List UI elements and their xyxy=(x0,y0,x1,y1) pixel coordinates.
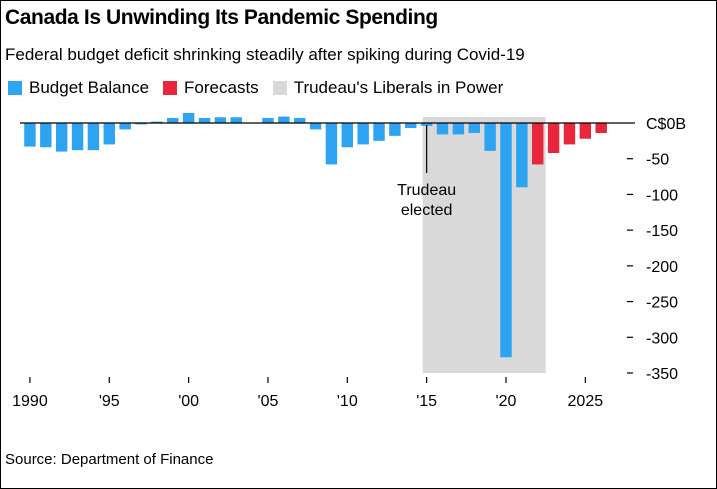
bar-1995 xyxy=(103,123,115,145)
x-tick-label-'05: '05 xyxy=(258,393,279,410)
bar-1993 xyxy=(71,123,84,151)
bar-1990 xyxy=(24,123,36,147)
bar-2015 xyxy=(420,123,433,126)
bar-2000 xyxy=(182,113,195,123)
legend-label-liberals-in-power: Trudeau's Liberals in Power xyxy=(293,78,504,97)
legend-label-budget-balance: Budget Balance xyxy=(29,78,150,97)
bar-1994 xyxy=(87,123,100,151)
bar-1997 xyxy=(135,123,147,125)
bar-2010 xyxy=(341,123,354,148)
y-tick-label--200: -200 xyxy=(646,259,678,276)
y-tick-label--300: -300 xyxy=(646,330,678,347)
bar-1998 xyxy=(151,121,163,123)
bar-2011 xyxy=(357,123,369,145)
bar-2020 xyxy=(500,123,512,358)
x-tick-label-'10: '10 xyxy=(337,393,358,410)
y-tick-label--250: -250 xyxy=(646,295,678,312)
bar-2023 xyxy=(547,123,560,153)
x-tick-label-'20: '20 xyxy=(496,393,517,410)
x-tick-label-1990: 1990 xyxy=(12,393,48,410)
y-tick-label--100: -100 xyxy=(646,187,678,204)
bar-2021 xyxy=(516,123,528,188)
bar-2007 xyxy=(293,118,306,123)
bar-1996 xyxy=(119,123,131,130)
bar-2005 xyxy=(262,118,274,123)
y-tick-label--50: -50 xyxy=(646,152,669,169)
bar-2025 xyxy=(579,123,592,139)
bar-2003 xyxy=(230,117,242,123)
y-tick-label--350: -350 xyxy=(646,366,678,383)
bar-2017 xyxy=(452,123,465,135)
legend-item-forecasts: Forecasts xyxy=(163,78,259,98)
annotation-text-0: Trudeau xyxy=(397,182,456,199)
legend-swatch-forecasts xyxy=(163,81,178,95)
x-tick-label-'15: '15 xyxy=(416,393,437,410)
bar-1991 xyxy=(40,123,52,148)
bar-2026 xyxy=(595,123,607,133)
legend-item-liberals-in-power: Trudeau's Liberals in Power xyxy=(272,78,504,98)
bar-2008 xyxy=(309,123,322,130)
bar-2016 xyxy=(436,123,449,135)
x-tick-label-'00: '00 xyxy=(178,393,199,410)
bar-2024 xyxy=(563,123,576,145)
annotation-text-1: elected xyxy=(401,202,453,219)
y-tick-label-C$0B: C$0B xyxy=(646,116,686,133)
legend: Budget Balance Forecasts Trudeau's Liber… xyxy=(8,78,517,98)
bar-2009 xyxy=(325,123,338,165)
bar-1999 xyxy=(167,118,179,123)
bar-2019 xyxy=(484,123,496,151)
chart-subtitle: Federal budget deficit shrinking steadil… xyxy=(5,45,525,64)
source-note: Source: Department of Finance xyxy=(5,451,214,468)
legend-item-budget-balance: Budget Balance xyxy=(8,78,149,98)
legend-swatch-liberals-in-power xyxy=(272,81,287,95)
bar-2014 xyxy=(405,123,417,128)
bar-2018 xyxy=(468,123,480,133)
chart-title: Canada Is Unwinding Its Pandemic Spendin… xyxy=(5,6,438,29)
bar-1992 xyxy=(55,123,68,152)
legend-label-forecasts: Forecasts xyxy=(184,78,259,97)
bar-2012 xyxy=(373,123,385,141)
y-tick-label--150: -150 xyxy=(646,223,678,240)
bar-2013 xyxy=(389,123,401,136)
bar-2006 xyxy=(278,116,290,123)
x-tick-label-'95: '95 xyxy=(99,393,120,410)
x-tick-label-2025: 2025 xyxy=(568,393,604,410)
chart-plot: C$0B -50 -100 -150 -200 -250 -300 -350 1990 '95 '0… xyxy=(12,113,686,410)
bar-2001 xyxy=(198,118,211,123)
bar-2022 xyxy=(532,123,544,165)
bar-2002 xyxy=(214,117,227,123)
legend-swatch-budget-balance xyxy=(8,81,22,95)
